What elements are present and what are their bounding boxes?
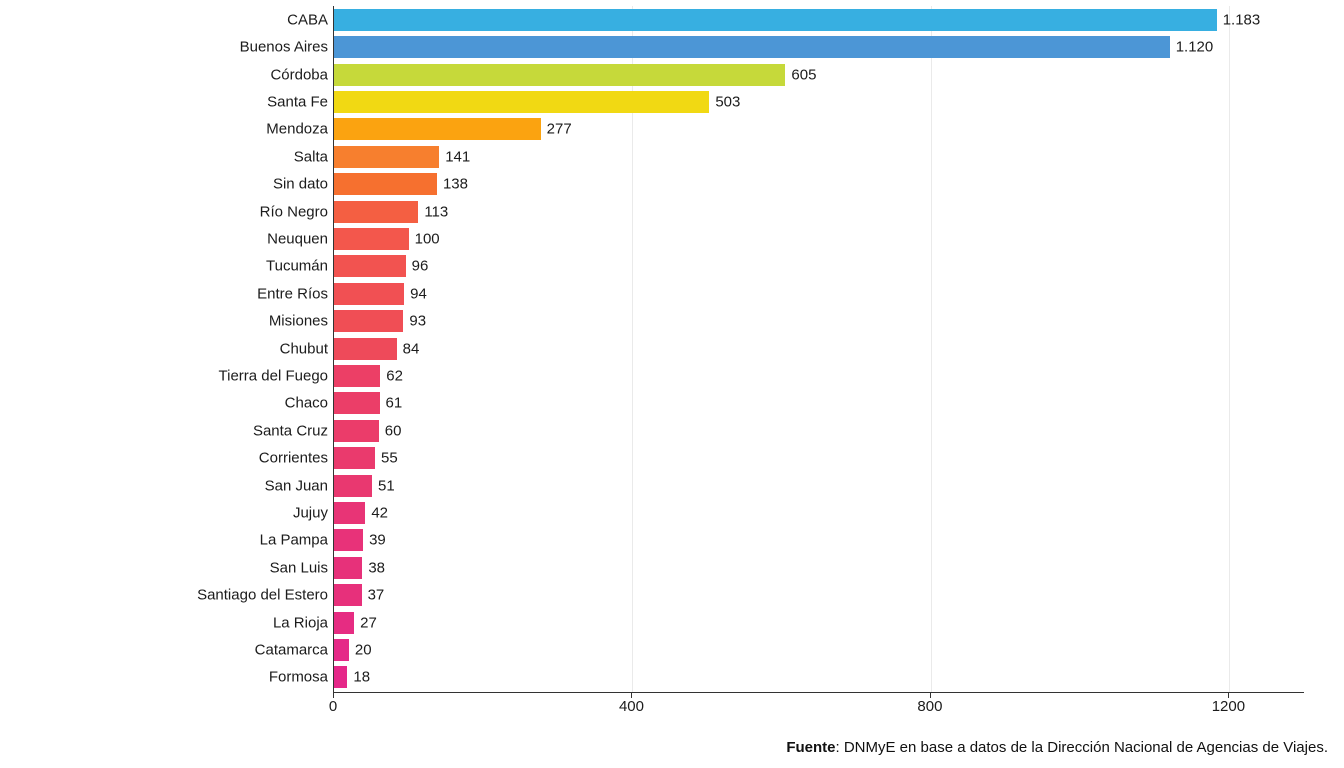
- category-label: Córdoba: [8, 66, 328, 83]
- bar-value-label: 37: [368, 587, 385, 604]
- category-label: Salta: [8, 148, 328, 165]
- x-tick-label: 800: [917, 698, 942, 715]
- bar: 84: [334, 338, 397, 360]
- bar-value-label: 93: [409, 313, 426, 330]
- category-label: CABA: [8, 11, 328, 28]
- bar-value-label: 503: [715, 93, 740, 110]
- category-label: Jujuy: [8, 504, 328, 521]
- bar: 38: [334, 557, 362, 579]
- category-label: Mendoza: [8, 121, 328, 138]
- bar: 62: [334, 365, 380, 387]
- x-tick-label: 1200: [1212, 698, 1245, 715]
- bar-chart: 1.1831.120605503277141138113100969493846…: [0, 0, 1344, 768]
- bar: 141: [334, 146, 439, 168]
- category-label: Formosa: [8, 669, 328, 686]
- category-label: San Juan: [8, 477, 328, 494]
- gridline: [1229, 6, 1230, 692]
- bar: 277: [334, 118, 541, 140]
- bar-value-label: 61: [386, 395, 403, 412]
- bar: 20: [334, 639, 349, 661]
- bar: 27: [334, 612, 354, 634]
- bar-value-label: 51: [378, 477, 395, 494]
- bar: 1.183: [334, 9, 1217, 31]
- bar: 605: [334, 64, 785, 86]
- chart-source: Fuente: DNMyE en base a datos de la Dire…: [786, 739, 1328, 756]
- bar: 18: [334, 666, 347, 688]
- gridline: [931, 6, 932, 692]
- bar-value-label: 94: [410, 285, 427, 302]
- bar-value-label: 1.120: [1176, 39, 1214, 56]
- bar: 39: [334, 529, 363, 551]
- category-label: Neuquen: [8, 230, 328, 247]
- bar-value-label: 141: [445, 148, 470, 165]
- bar-value-label: 96: [412, 258, 429, 275]
- bar-value-label: 100: [415, 230, 440, 247]
- category-label: Buenos Aires: [8, 39, 328, 56]
- category-label: Santiago del Estero: [8, 587, 328, 604]
- category-label: Corrientes: [8, 450, 328, 467]
- bar-value-label: 27: [360, 614, 377, 631]
- bar-value-label: 55: [381, 450, 398, 467]
- plot-area: 1.1831.120605503277141138113100969493846…: [333, 6, 1304, 693]
- bar-value-label: 277: [547, 121, 572, 138]
- bar-value-label: 18: [353, 669, 370, 686]
- bar: 60: [334, 420, 379, 442]
- category-label: Santa Cruz: [8, 422, 328, 439]
- bar: 94: [334, 283, 404, 305]
- bar: 113: [334, 201, 418, 223]
- bar: 42: [334, 502, 365, 524]
- x-tick-label: 400: [619, 698, 644, 715]
- category-label: Chubut: [8, 340, 328, 357]
- bar: 55: [334, 447, 375, 469]
- category-label: Chaco: [8, 395, 328, 412]
- bar-value-label: 62: [386, 367, 403, 384]
- category-label: Tierra del Fuego: [8, 367, 328, 384]
- bar: 1.120: [334, 36, 1170, 58]
- bar-value-label: 38: [368, 559, 385, 576]
- bar: 100: [334, 228, 409, 250]
- bar-value-label: 1.183: [1223, 11, 1261, 28]
- bar: 51: [334, 475, 372, 497]
- bar: 93: [334, 310, 403, 332]
- category-label: Entre Ríos: [8, 285, 328, 302]
- bar-value-label: 605: [791, 66, 816, 83]
- bar: 138: [334, 173, 437, 195]
- source-prefix: Fuente: [786, 739, 835, 756]
- bar-value-label: 60: [385, 422, 402, 439]
- category-label: Santa Fe: [8, 93, 328, 110]
- bar: 96: [334, 255, 406, 277]
- bar-value-label: 113: [424, 203, 448, 220]
- bar: 37: [334, 584, 362, 606]
- category-label: Río Negro: [8, 203, 328, 220]
- bar: 61: [334, 392, 380, 414]
- category-label: Sin dato: [8, 176, 328, 193]
- x-tick-label: 0: [329, 698, 337, 715]
- bar: 503: [334, 91, 709, 113]
- bar-value-label: 20: [355, 641, 372, 658]
- category-label: Catamarca: [8, 641, 328, 658]
- category-label: La Rioja: [8, 614, 328, 631]
- category-label: Tucumán: [8, 258, 328, 275]
- bar-value-label: 138: [443, 176, 468, 193]
- category-label: San Luis: [8, 559, 328, 576]
- bar-value-label: 84: [403, 340, 420, 357]
- source-text: : DNMyE en base a datos de la Dirección …: [835, 739, 1328, 756]
- category-label: Misiones: [8, 313, 328, 330]
- category-label: La Pampa: [8, 532, 328, 549]
- bar-value-label: 42: [371, 504, 388, 521]
- bar-value-label: 39: [369, 532, 386, 549]
